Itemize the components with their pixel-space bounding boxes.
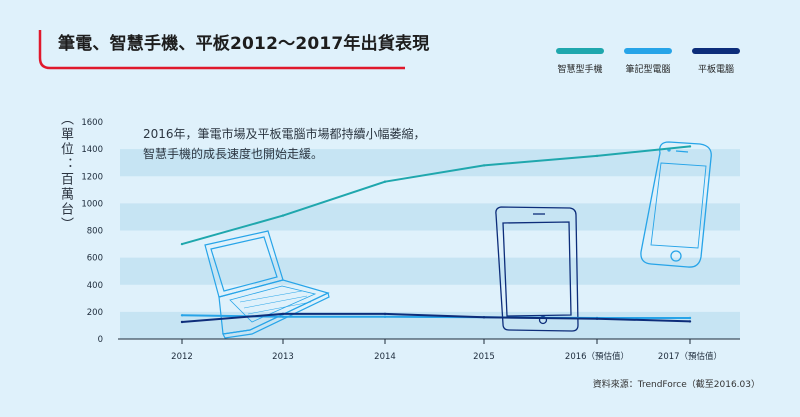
x-axis-ticks: 2012 2013 2014 2015 2016（預估值） 2017（預估值）	[171, 339, 722, 362]
grid-band	[120, 257, 740, 285]
data-point-2	[688, 320, 692, 323]
data-point-0	[595, 154, 599, 158]
legend-label-smartphone: 智慧型手機	[557, 65, 603, 75]
data-point-2	[180, 320, 184, 324]
series-line-2	[181, 312, 691, 323]
legend-item-tablet: 平板電腦	[692, 48, 740, 78]
grid-band	[120, 203, 740, 231]
x-tick-label: 2013	[272, 352, 294, 362]
series-line-1	[181, 314, 690, 319]
series-lines	[180, 145, 692, 324]
y-tick-label: 600	[87, 254, 103, 264]
data-point-0	[383, 180, 387, 183]
annotation-text: 2016年，筆電市場及平板電腦市場都持續小幅萎縮，智慧手機的成長速度也開始走緩。	[143, 127, 426, 161]
y-tick-label: 0	[98, 335, 103, 345]
data-point-0	[281, 214, 285, 217]
y-tick-label: 1600	[81, 118, 103, 128]
smartphone-illustration	[640, 141, 712, 268]
legend-swatch-notebook	[624, 48, 672, 54]
y-tick-label: 400	[87, 281, 103, 291]
tablet-illustration	[495, 206, 579, 332]
y-tick-label: 200	[87, 308, 103, 318]
legend-item-smartphone: 智慧型手機	[556, 48, 604, 78]
data-point-0	[688, 145, 692, 148]
data-point-2	[482, 316, 486, 319]
y-axis-unit-label: （單位：百萬台）	[58, 112, 73, 232]
data-point-2	[383, 312, 387, 316]
legend-label-tablet: 平板電腦	[697, 65, 734, 75]
data-point-1	[688, 316, 692, 320]
data-point-2	[281, 312, 285, 316]
x-tick-label: 2012	[171, 352, 193, 362]
legend-item-notebook: 筆記型電腦	[624, 48, 672, 78]
laptop-illustration	[204, 230, 330, 339]
x-tick-label: 2015	[473, 352, 495, 362]
data-point-2	[595, 317, 599, 320]
data-point-1	[180, 314, 184, 317]
legend-swatch-tablet	[692, 48, 740, 54]
legend-swatch-smartphone	[556, 48, 604, 54]
series-line-0	[181, 145, 691, 246]
source-note: 資料來源：TrendForce（截至2016.03）	[592, 380, 760, 390]
x-tick-label: 2014	[374, 352, 396, 362]
grid-band	[120, 149, 740, 177]
page-title: 筆電、智慧手機、平板2012～2017年出貨表現	[58, 34, 430, 54]
grid-bands	[120, 149, 740, 339]
data-point-1	[281, 315, 285, 318]
data-point-0	[482, 164, 486, 167]
y-tick-label: 1400	[81, 145, 103, 155]
data-point-1	[383, 315, 387, 318]
data-point-0	[180, 242, 184, 246]
legend-label-notebook: 筆記型電腦	[625, 65, 671, 75]
x-tick-label: 2016（預估值）	[565, 351, 629, 362]
y-tick-label: 1200	[81, 172, 103, 182]
x-tick-label: 2017（預估值）	[658, 351, 722, 362]
y-tick-label: 1000	[81, 199, 103, 209]
y-tick-label: 800	[87, 227, 103, 237]
y-axis-ticks: 0 200 400 600 800 1000 1200 1400 1600	[81, 118, 103, 345]
